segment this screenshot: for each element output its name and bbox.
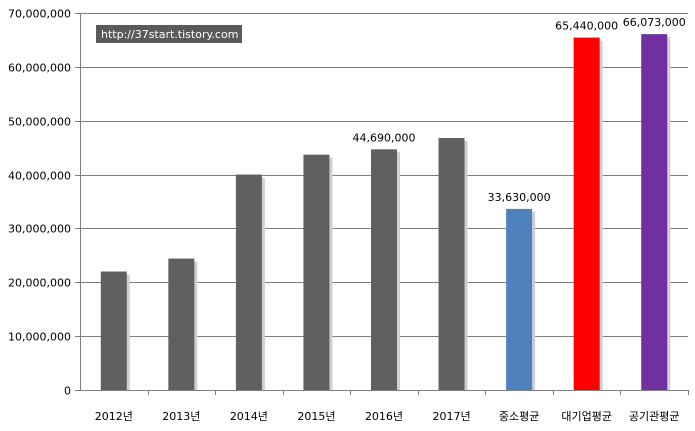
x-tick-label: 대기업평균 <box>561 410 612 423</box>
watermark: http://37start.tistory.com <box>96 25 242 43</box>
y-tick-label: 30,000,000 <box>8 223 71 236</box>
x-axis: 2012년 2013년 2014년 2015년 2016년 2017년 중소평균 대기업평균 공… <box>80 390 689 423</box>
data-label: 66,073,000 <box>623 16 686 29</box>
bar <box>573 37 600 390</box>
data-labels: 44,690,000 33,630,000 65,440,000 66,073,000 <box>353 16 686 204</box>
bar <box>506 208 533 390</box>
bar <box>168 258 195 390</box>
x-tick-label: 중소평균 <box>499 410 539 423</box>
bar <box>100 271 127 390</box>
x-tick-label: 2014년 <box>230 410 268 423</box>
data-label: 65,440,000 <box>555 20 618 33</box>
y-tick-label: 60,000,000 <box>8 62 71 75</box>
data-label: 33,630,000 <box>488 191 551 204</box>
bar <box>641 34 668 391</box>
y-tick-label: 40,000,000 <box>8 170 71 183</box>
watermark-box <box>96 25 242 43</box>
x-tick-label: 2012년 <box>95 410 133 423</box>
x-tick-label: 2015년 <box>297 410 335 423</box>
y-tick-label: 20,000,000 <box>8 277 71 290</box>
x-tick-label: 2013년 <box>162 410 200 423</box>
watermark-text: http://37start.tistory.com <box>101 28 238 41</box>
y-tick-label: 10,000,000 <box>8 331 71 344</box>
x-tick-label: 공기관평균 <box>629 410 680 423</box>
y-axis: 0 10,000,000 20,000,000 30,000,000 40,000,00… <box>8 8 81 398</box>
x-tick-label: 2017년 <box>432 410 470 423</box>
bars <box>100 34 671 391</box>
bar <box>438 137 465 390</box>
data-label: 44,690,000 <box>353 131 416 144</box>
y-tick-label: 70,000,000 <box>8 8 71 21</box>
bar <box>371 149 397 390</box>
y-tick-label: 50,000,000 <box>8 116 71 129</box>
x-tick-label: 2016년 <box>365 410 403 423</box>
y-tick-label: 0 <box>64 385 71 398</box>
bar <box>235 174 262 390</box>
bar <box>303 154 330 390</box>
